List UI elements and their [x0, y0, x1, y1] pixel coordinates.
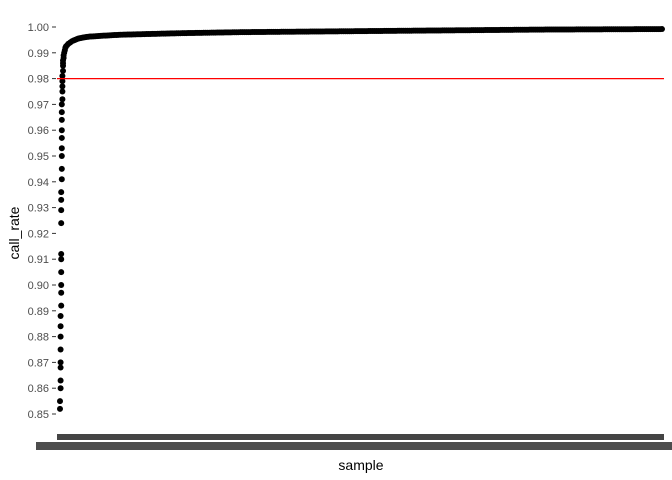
data-point: [58, 145, 65, 152]
data-point: [58, 282, 65, 288]
data-point: [58, 196, 65, 203]
y-tick-label: 0.93: [28, 203, 49, 215]
y-tick-label: 0.90: [28, 280, 49, 292]
data-point: [57, 359, 64, 366]
data-point: [59, 96, 66, 103]
y-tick-label: 0.97: [28, 99, 49, 111]
data-point: [58, 251, 65, 258]
y-tick-label: 0.94: [28, 177, 49, 189]
y-tick-label: 0.89: [28, 306, 49, 318]
y-tick-label: 0.86: [28, 383, 49, 395]
y-tick-label: 0.87: [28, 357, 49, 369]
data-point: [58, 189, 65, 196]
data-points: [57, 26, 665, 412]
y-tick-label: 0.91: [28, 254, 49, 266]
y-axis-title: call_rate: [6, 206, 22, 259]
data-point: [58, 109, 65, 116]
data-point: [59, 78, 66, 85]
y-tick-label: 0.99: [28, 48, 49, 60]
data-point: [60, 67, 67, 74]
data-point: [659, 26, 665, 33]
data-point: [59, 73, 66, 80]
y-tick-label: 0.96: [28, 125, 49, 137]
y-tick-label: 0.98: [28, 74, 49, 86]
data-point: [57, 398, 63, 405]
data-point: [58, 269, 65, 276]
data-point: [59, 83, 66, 90]
data-point: [57, 364, 64, 371]
data-point: [57, 346, 64, 353]
y-tick-label: 0.88: [28, 332, 49, 344]
data-point: [57, 323, 64, 330]
data-point: [58, 302, 65, 309]
y-tick-label: 0.85: [28, 409, 49, 421]
data-point: [58, 289, 65, 296]
data-point: [57, 312, 64, 319]
y-tick-label: 0.95: [28, 151, 49, 163]
data-point: [57, 405, 63, 412]
y-axis-ticks: 0.85 0.86 0.87 0.88 0.89 0.90 0.91 0.92 0.93 0.94…: [28, 22, 56, 421]
x-tick-marks-band: [57, 434, 664, 440]
data-point: [59, 88, 66, 95]
data-point: [58, 256, 65, 263]
y-tick-label: 0.92: [28, 228, 49, 240]
data-point: [58, 134, 65, 141]
data-point: [58, 153, 65, 159]
x-tick-labels-band: [36, 442, 672, 450]
data-point: [58, 220, 65, 227]
data-point: [58, 165, 65, 172]
data-point: [57, 377, 64, 384]
data-point: [58, 207, 65, 214]
y-tick-label: 1.00: [28, 22, 49, 34]
data-point: [58, 176, 65, 183]
x-axis-ticks: [36, 434, 672, 450]
data-point: [57, 385, 64, 392]
x-axis-title: sample: [338, 457, 383, 473]
data-point: [58, 127, 65, 134]
data-point: [58, 101, 65, 108]
data-point: [58, 116, 65, 123]
data-point: [57, 333, 64, 340]
